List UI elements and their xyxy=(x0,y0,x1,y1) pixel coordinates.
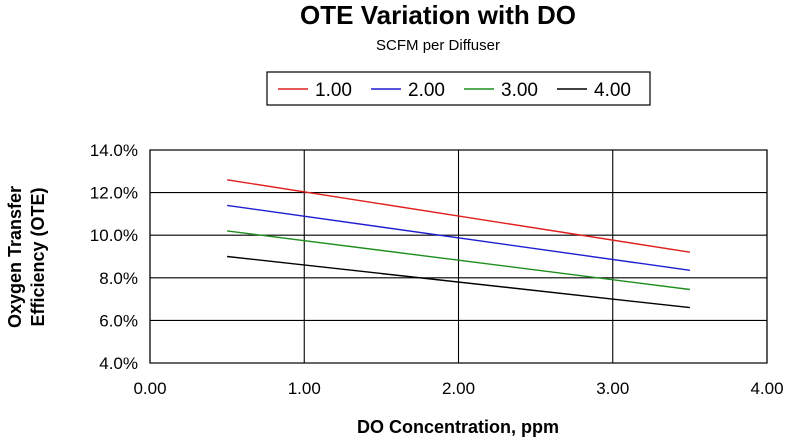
series-line-4.00 xyxy=(227,255,690,309)
y-tick-labels: 4.0% 6.0% 8.0% 10.0% 12.0% 14.0% xyxy=(90,141,138,373)
y-axis-label-line-1: Oxygen Transfer xyxy=(5,186,25,328)
y-tick-label: 12.0% xyxy=(90,184,138,203)
legend-label-4.00: 4.00 xyxy=(594,80,631,101)
plot-frame xyxy=(149,149,768,364)
series-lines xyxy=(226,179,691,309)
chart-subtitle: SCFM per Diffuser xyxy=(376,37,500,54)
y-tick-label: 14.0% xyxy=(90,141,138,160)
y-tick-label: 8.0% xyxy=(99,269,138,288)
x-tick-label: 0.00 xyxy=(133,379,166,398)
legend: 1.00 2.00 3.00 4.00 xyxy=(266,71,651,106)
y-axis-label-line-2: Efficiency (OTE) xyxy=(28,187,48,326)
x-tick-label: 3.00 xyxy=(596,379,629,398)
plot-area xyxy=(149,149,768,364)
y-tick-label: 4.0% xyxy=(99,354,138,373)
chart-title: OTE Variation with DO xyxy=(300,0,576,30)
x-tick-label: 4.00 xyxy=(750,379,783,398)
x-tick-labels: 0.00 1.00 2.00 3.00 4.00 xyxy=(133,379,783,398)
series-line-3.00 xyxy=(227,230,690,291)
legend-label-1.00: 1.00 xyxy=(315,80,352,101)
y-tick-label: 10.0% xyxy=(90,226,138,245)
legend-label-2.00: 2.00 xyxy=(408,80,445,101)
x-tick-label: 2.00 xyxy=(442,379,475,398)
y-tick-label: 6.0% xyxy=(99,311,138,330)
x-axis-label: DO Concentration, ppm xyxy=(357,417,559,437)
x-tick-label: 1.00 xyxy=(288,379,321,398)
series-line-2.00 xyxy=(227,204,690,271)
series-line-1.00 xyxy=(226,179,691,253)
legend-label-3.00: 3.00 xyxy=(501,80,538,101)
